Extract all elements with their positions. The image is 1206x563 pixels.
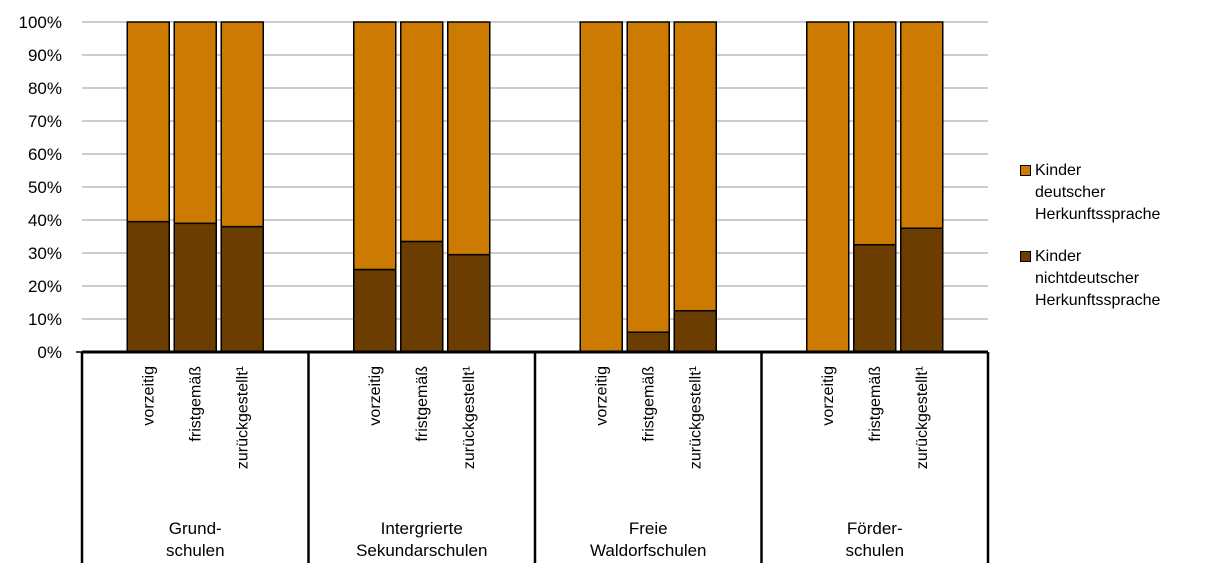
bar-segment-deutsch <box>853 21 897 246</box>
legend-label-line: Herkunftssprache <box>1035 206 1161 223</box>
bar-segment-nichtdeutsch <box>173 222 217 353</box>
bar-segment-nichtdeutsch <box>400 240 444 353</box>
bar-segment-nichtdeutsch <box>220 225 264 353</box>
category-label: fristgemäß <box>640 366 657 442</box>
category-label: fristgemäß <box>867 366 884 442</box>
y-tick-label: 50% <box>28 178 62 197</box>
bar-segment-deutsch <box>173 21 217 225</box>
group-label: Förder- <box>847 519 903 538</box>
y-tick-label: 20% <box>28 277 62 296</box>
group-label: Freie <box>629 519 668 538</box>
group-label: schulen <box>845 541 904 560</box>
category-label: fristgemäß <box>187 366 204 442</box>
legend-label-line: deutscher <box>1035 184 1106 201</box>
bar-segment-nichtdeutsch <box>900 227 944 353</box>
bar-segment-nichtdeutsch <box>447 253 491 353</box>
category-label: vorzeitig <box>140 366 157 426</box>
bar-segment-nichtdeutsch <box>126 220 170 353</box>
y-tick-label: 80% <box>28 79 62 98</box>
category-label: vorzeitig <box>367 366 384 426</box>
group-label: Sekundarschulen <box>356 541 487 560</box>
bar-segment-deutsch <box>579 21 623 353</box>
bar-segment-deutsch <box>400 21 444 243</box>
y-tick-label: 100% <box>19 13 62 32</box>
bar-segment-deutsch <box>900 21 944 229</box>
legend-swatch-deutsch <box>1020 165 1031 176</box>
bar-segment-nichtdeutsch <box>673 310 717 353</box>
bar-segment-nichtdeutsch <box>853 244 897 353</box>
y-tick-label: 0% <box>37 343 62 362</box>
legend-label-line: Kinder <box>1035 162 1082 179</box>
group-label: Grund- <box>169 519 222 538</box>
category-labels: vorzeitig fristgemäß zurückgestellt¹ vorzei… <box>140 366 931 469</box>
legend-item-nichtdeutsch: Kinder nichtdeutscher Herkunftssprache <box>1020 246 1206 312</box>
bar-segment-deutsch <box>447 21 491 256</box>
category-label: zurückgestellt¹ <box>234 366 251 469</box>
gridlines <box>82 21 988 320</box>
bar-segment-deutsch <box>353 21 397 271</box>
category-label: vorzeitig <box>820 366 837 426</box>
legend-swatch-nichtdeutsch <box>1020 251 1031 262</box>
group-label: Waldorfschulen <box>590 541 707 560</box>
legend-label-line: nichtdeutscher <box>1035 270 1140 287</box>
y-tick-label: 40% <box>28 211 62 230</box>
group-label: Intergrierte <box>381 519 463 538</box>
category-label: vorzeitig <box>593 366 610 426</box>
bar-segment-deutsch <box>220 21 264 228</box>
y-tick-label: 30% <box>28 244 62 263</box>
y-tick-label: 90% <box>28 46 62 65</box>
bars <box>126 21 944 353</box>
bar-segment-deutsch <box>806 21 850 353</box>
y-tick-label: 60% <box>28 145 62 164</box>
y-tick-label: 70% <box>28 112 62 131</box>
legend-label-line: Kinder <box>1035 248 1082 265</box>
bar-segment-deutsch <box>126 21 170 223</box>
bar-segment-nichtdeutsch <box>353 268 397 353</box>
category-label: zurückgestellt¹ <box>687 366 704 469</box>
bar-segment-deutsch <box>673 21 717 312</box>
group-labels: Grund-schulen Intergrierte Sekundarschulen… <box>166 519 904 560</box>
y-tick-label: 10% <box>28 310 62 329</box>
category-table <box>76 350 990 563</box>
group-label: schulen <box>166 541 225 560</box>
category-label: zurückgestellt¹ <box>914 366 931 469</box>
legend-item-deutsch: Kinder deutscher Herkunftssprache <box>1020 160 1206 226</box>
y-axis-tick-labels: 0% 10% 20% 30% 40% 50% 60% 70% 80% 90% 100% <box>19 13 62 362</box>
category-label: fristgemäß <box>414 366 431 442</box>
category-label: zurückgestellt¹ <box>461 366 478 469</box>
legend-label-line: Herkunftssprache <box>1035 292 1161 309</box>
legend: Kinder deutscher Herkunftssprache Kinder… <box>1020 160 1206 332</box>
bar-segment-nichtdeutsch <box>626 331 670 353</box>
bar-segment-deutsch <box>626 21 670 333</box>
